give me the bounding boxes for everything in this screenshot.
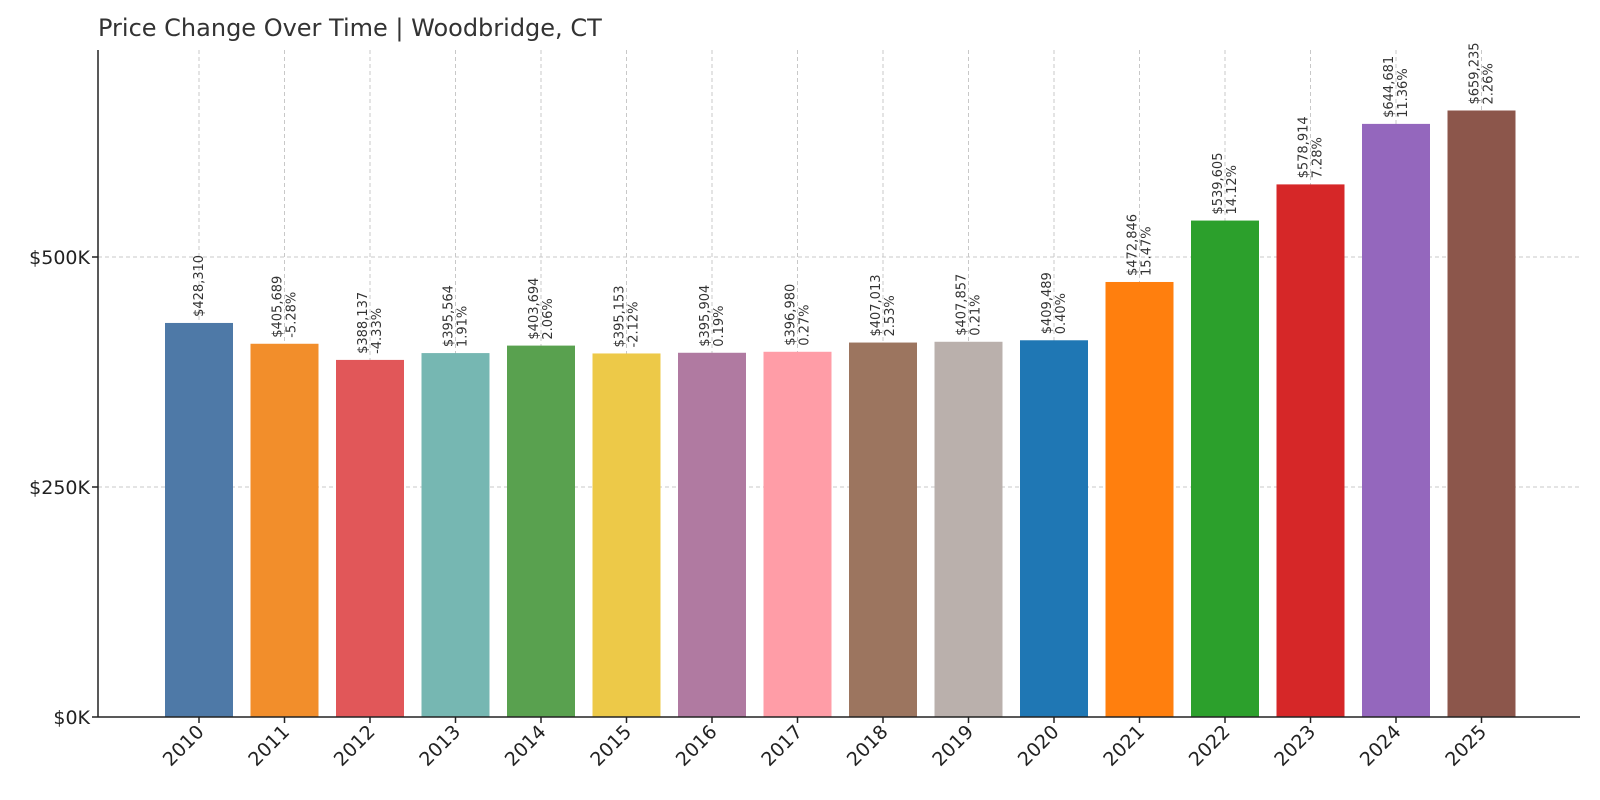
x-tick-label: 2012 bbox=[330, 721, 380, 771]
change-label: 0.40% bbox=[1054, 293, 1069, 334]
bar-2020 bbox=[1020, 340, 1088, 717]
value-label: $395,904 bbox=[698, 285, 713, 347]
bar-2024 bbox=[1362, 123, 1430, 717]
bar-2025 bbox=[1447, 110, 1516, 718]
change-label: 14.12% bbox=[1225, 165, 1240, 215]
change-label: 1.91% bbox=[456, 306, 471, 347]
x-tick-label: 2016 bbox=[672, 721, 722, 771]
change-label: -5.28% bbox=[285, 292, 300, 338]
value-label: $396,980 bbox=[784, 284, 799, 346]
x-tick-label: 2025 bbox=[1441, 721, 1491, 771]
x-tick-label: 2018 bbox=[843, 721, 893, 771]
x-tick-label: 2014 bbox=[501, 721, 551, 771]
bar-2011 bbox=[250, 343, 319, 717]
x-tick-label: 2022 bbox=[1185, 721, 1235, 771]
x-tick-label: 2017 bbox=[757, 721, 807, 771]
bar-2013 bbox=[421, 353, 490, 717]
bar-2019 bbox=[934, 341, 1003, 717]
change-label: 15.47% bbox=[1140, 226, 1155, 276]
y-tick-label: $0K bbox=[53, 707, 90, 729]
chart-title: Price Change Over Time | Woodbridge, CT bbox=[98, 14, 602, 42]
grid-layer bbox=[98, 50, 1580, 717]
value-label: $644,681 bbox=[1382, 56, 1397, 118]
y-tick-label: $500K bbox=[29, 247, 90, 269]
value-label: $659,235 bbox=[1468, 42, 1483, 104]
x-tick-label: 2023 bbox=[1270, 721, 1320, 771]
bar-2017 bbox=[763, 351, 832, 717]
change-label: 0.21% bbox=[969, 294, 984, 335]
bar-2015 bbox=[592, 353, 661, 717]
value-label: $407,857 bbox=[955, 274, 970, 336]
bar-2014 bbox=[507, 345, 575, 717]
value-label: $472,846 bbox=[1126, 214, 1141, 276]
x-tick-label: 2019 bbox=[928, 721, 978, 771]
value-label: $395,153 bbox=[613, 285, 628, 347]
bar-2010 bbox=[165, 322, 233, 717]
data-labels: $428,310 $405,689 -5.28% $388,137 -4.33% $395… bbox=[192, 42, 1497, 353]
change-label: 0.27% bbox=[798, 304, 813, 345]
bar-2016 bbox=[678, 352, 746, 717]
bar-2022 bbox=[1191, 220, 1259, 717]
change-label: -4.33% bbox=[370, 308, 385, 354]
value-label: $395,564 bbox=[442, 285, 457, 347]
change-label: 7.28% bbox=[1311, 137, 1326, 178]
change-label: -2.12% bbox=[627, 301, 642, 347]
bars bbox=[165, 110, 1516, 718]
x-tick-label: 2020 bbox=[1014, 721, 1064, 771]
change-label: 2.26% bbox=[1482, 63, 1497, 104]
x-tick-label: 2011 bbox=[244, 721, 294, 771]
bar-2012 bbox=[336, 359, 404, 717]
bar-2023 bbox=[1276, 184, 1345, 718]
value-label: $405,689 bbox=[271, 276, 286, 338]
y-tick-label: $250K bbox=[29, 477, 90, 499]
x-tick-label: 2021 bbox=[1099, 721, 1149, 771]
value-label: $428,310 bbox=[192, 255, 207, 317]
value-label: $578,914 bbox=[1297, 116, 1312, 178]
x-tick-label: 2015 bbox=[586, 721, 636, 771]
x-tick-label: 2010 bbox=[159, 721, 209, 771]
value-label: $407,013 bbox=[869, 275, 884, 337]
x-tick-label: 2013 bbox=[415, 721, 465, 771]
bar-2021 bbox=[1105, 281, 1174, 717]
value-label: $409,489 bbox=[1040, 272, 1055, 334]
change-label: 2.06% bbox=[541, 298, 556, 339]
bar-2018 bbox=[849, 342, 917, 717]
x-tick-label: 2024 bbox=[1356, 721, 1406, 771]
change-label: 0.19% bbox=[712, 305, 727, 346]
value-label: $388,137 bbox=[356, 292, 371, 354]
change-label: 2.53% bbox=[883, 295, 898, 336]
value-label: $539,605 bbox=[1211, 153, 1226, 215]
change-label: 11.36% bbox=[1396, 68, 1411, 118]
value-label: $403,694 bbox=[527, 278, 542, 340]
